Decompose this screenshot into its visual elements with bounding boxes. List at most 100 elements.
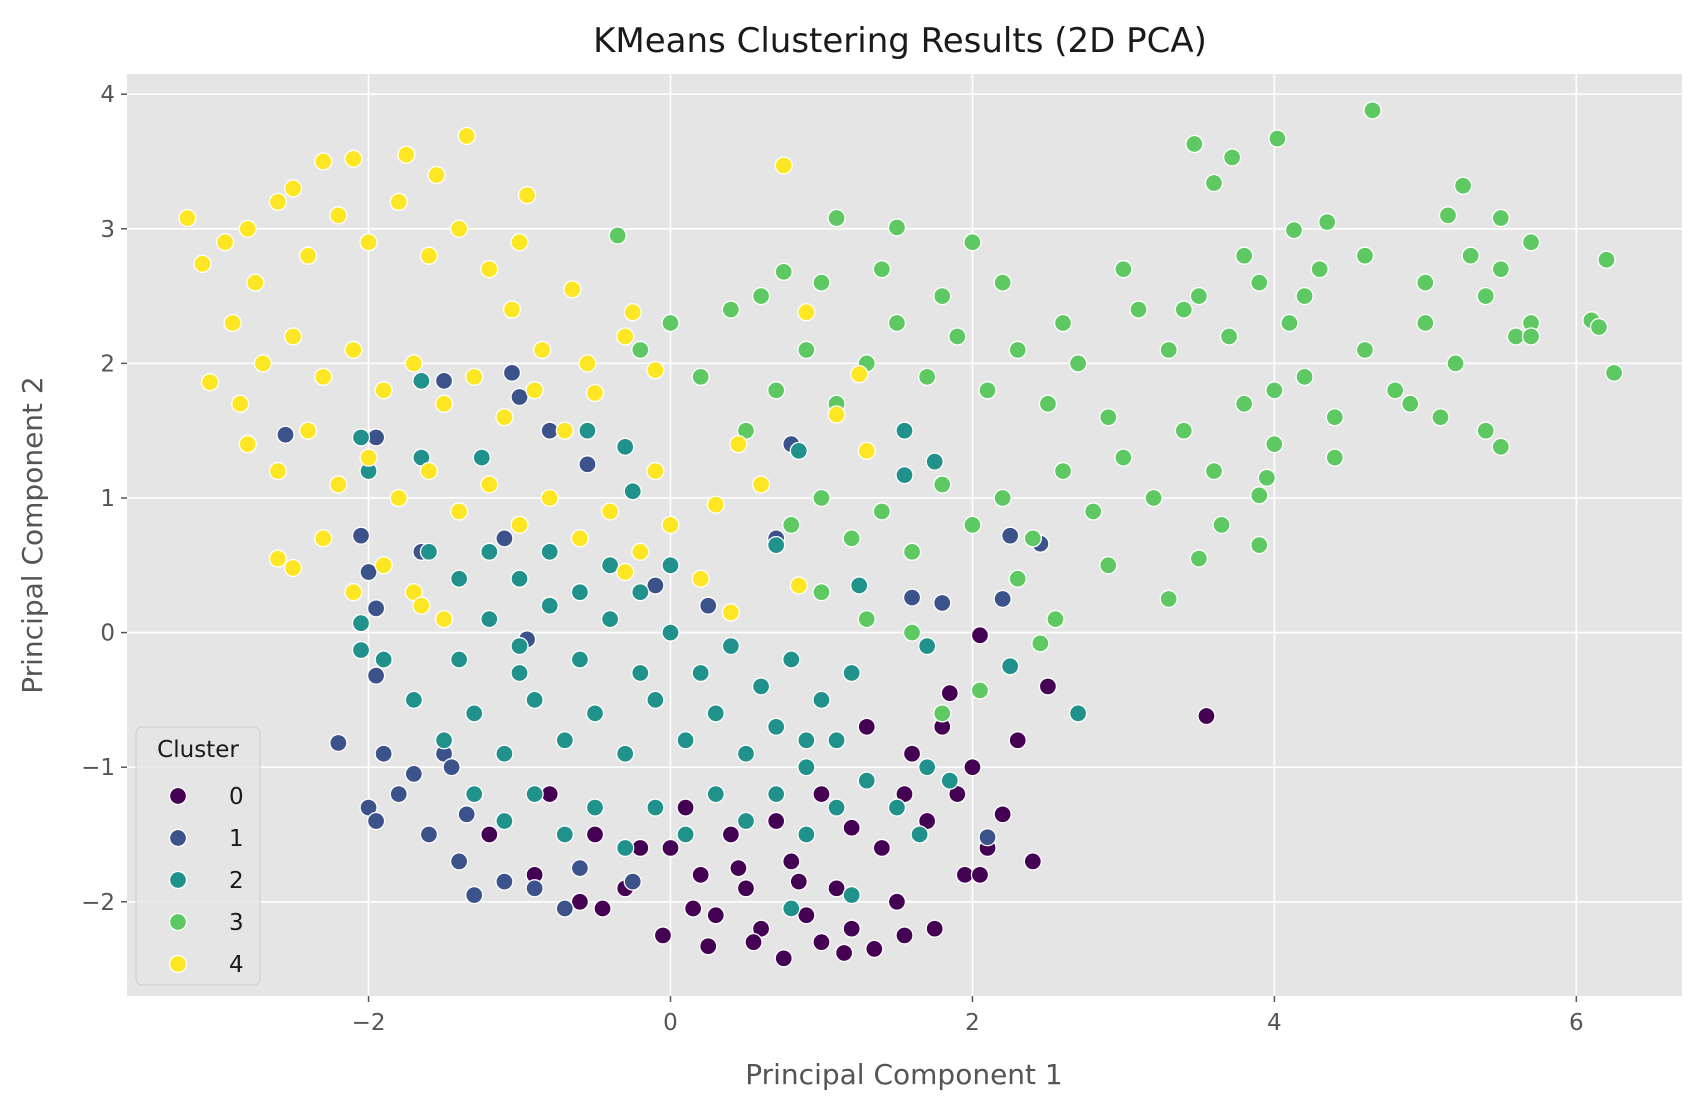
- cluster-4-point: [419, 461, 439, 481]
- cluster-3-point: [933, 475, 952, 494]
- cluster-2-point: [646, 798, 665, 817]
- cluster-4-point: [789, 576, 808, 595]
- cluster-3-point: [1325, 408, 1344, 427]
- cluster-3-point: [917, 367, 937, 386]
- cluster-4-point: [827, 405, 846, 424]
- cluster-2-point: [600, 609, 620, 629]
- cluster-3-point: [1038, 394, 1058, 413]
- cluster-4-point: [283, 179, 303, 198]
- legend-marker-1: [168, 828, 188, 848]
- cluster-0-point: [706, 906, 725, 925]
- legend-label-3: 3: [229, 910, 244, 936]
- x-tick-label: −2: [352, 1010, 386, 1036]
- cluster-4-point: [661, 515, 680, 535]
- cluster-3-point: [631, 340, 650, 360]
- cluster-3-point: [1318, 212, 1337, 232]
- cluster-3-point: [1284, 220, 1304, 240]
- cluster-1-point: [699, 596, 718, 615]
- cluster-3-point: [774, 262, 793, 282]
- cluster-0-point: [661, 838, 680, 858]
- cluster-4-point: [449, 502, 469, 521]
- cluster-4-point: [510, 515, 529, 535]
- cluster-0-point: [721, 825, 741, 844]
- cluster-2-point: [676, 731, 695, 750]
- cluster-0-point: [842, 919, 861, 938]
- cluster-4-point: [616, 327, 635, 346]
- legend-label-4: 4: [229, 952, 244, 978]
- y-tick-label: −1: [81, 755, 115, 781]
- cluster-2-point: [782, 650, 801, 669]
- cluster-2-point: [917, 636, 937, 656]
- cluster-0-point: [940, 684, 959, 703]
- cluster-4-point: [238, 219, 257, 238]
- cluster-1-point: [419, 825, 439, 844]
- cluster-2-point: [480, 609, 499, 629]
- cluster-0-point: [789, 872, 808, 891]
- cluster-2-point: [465, 784, 484, 804]
- cluster-2-point: [782, 899, 801, 918]
- cluster-4-point: [563, 280, 582, 299]
- cluster-3-point: [857, 609, 876, 629]
- cluster-0-point: [827, 879, 846, 898]
- cluster-4-point: [314, 152, 333, 171]
- cluster-3-point: [1144, 488, 1163, 508]
- cluster-1-point: [366, 811, 386, 831]
- cluster-2-point: [887, 798, 907, 817]
- cluster-4-point: [540, 488, 559, 508]
- cluster-4-point: [412, 596, 431, 615]
- cluster-1-point: [570, 858, 590, 878]
- cluster-0-point: [993, 805, 1012, 824]
- cluster-2-point: [374, 650, 393, 669]
- cluster-1-point: [329, 733, 348, 753]
- cluster-4-point: [389, 488, 408, 508]
- cluster-4-point: [706, 495, 725, 514]
- cluster-2-point: [412, 371, 431, 391]
- cluster-4-point: [268, 549, 288, 568]
- cluster-3-point: [1355, 246, 1375, 265]
- cluster-2-point: [472, 448, 491, 467]
- cluster-4-point: [200, 373, 220, 392]
- x-tick-label: 4: [1267, 1010, 1282, 1036]
- cluster-0-point: [774, 949, 793, 968]
- cluster-2-point: [827, 798, 846, 817]
- cluster-3-point: [1521, 233, 1541, 252]
- x-tick-label: 2: [965, 1010, 980, 1036]
- cluster-4-point: [359, 448, 378, 467]
- cluster-4-point: [253, 354, 273, 373]
- cluster-4-point: [774, 156, 793, 175]
- cluster-0-point: [887, 892, 907, 911]
- cluster-1-point: [359, 562, 378, 582]
- cluster-4-point: [299, 246, 318, 265]
- cluster-4-point: [517, 185, 537, 205]
- cluster-4-point: [374, 381, 393, 400]
- cluster-4-point: [268, 461, 288, 481]
- cluster-2-point: [525, 784, 544, 804]
- cluster-1-point: [465, 885, 484, 905]
- cluster-3-point: [1114, 260, 1133, 279]
- cluster-3-point: [1174, 300, 1193, 319]
- legend-marker-3: [168, 912, 188, 932]
- y-tick-label: 0: [100, 621, 115, 647]
- cluster-0-point: [1023, 852, 1042, 871]
- cluster-1-point: [1001, 526, 1020, 545]
- cluster-3-point: [1189, 549, 1209, 568]
- cluster-4-point: [299, 421, 318, 440]
- cluster-3-point: [1325, 448, 1344, 467]
- cluster-3-point: [661, 313, 680, 333]
- cluster-2-point: [351, 640, 371, 660]
- cluster-3-point: [1222, 148, 1242, 167]
- cluster-0-point: [767, 811, 786, 831]
- cluster-3-point: [1053, 313, 1073, 333]
- cluster-2-point: [600, 556, 620, 575]
- legend-box: [135, 726, 261, 986]
- cluster-2-point: [646, 690, 665, 710]
- cluster-4-point: [751, 475, 771, 494]
- cluster-1-point: [623, 872, 642, 891]
- legend-label-1: 1: [229, 826, 244, 852]
- cluster-3-point: [1416, 313, 1435, 333]
- legend-marker-4: [168, 954, 188, 974]
- y-tick-label: 2: [100, 351, 115, 377]
- chart-title: KMeans Clustering Results (2D PCA): [593, 21, 1207, 61]
- cluster-3-point: [1363, 101, 1382, 120]
